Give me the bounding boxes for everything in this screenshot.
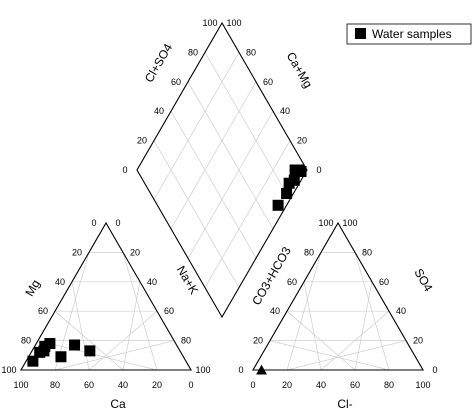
cation-point	[69, 339, 81, 351]
tick-label-ca: 20	[152, 380, 162, 390]
tick-label-co3: 0	[238, 365, 243, 375]
cation-triangle-grid-line	[122, 252, 158, 371]
axis-label-mg: Mg	[22, 277, 42, 298]
tick-label-clso4: 20	[137, 136, 147, 146]
tick-label-cl: 60	[350, 380, 360, 390]
tick-label-cl: 20	[282, 380, 292, 390]
axis-label-ca: Ca	[110, 397, 126, 411]
anion-triangle-grid-line	[354, 281, 373, 371]
anion-triangle-grid-line	[269, 340, 390, 371]
anion-triangle-grid-line	[303, 281, 322, 371]
tick-label-co3: 60	[287, 277, 297, 287]
diamond-grid-line	[204, 52, 291, 200]
anion-triangle-grid-line	[286, 340, 407, 371]
tick-label-co3: 40	[270, 306, 280, 316]
tick-label-clso4: 40	[154, 106, 164, 116]
tick-label-so4: 80	[362, 247, 372, 257]
tick-label-nak: 20	[130, 247, 140, 257]
cation-point	[84, 345, 96, 357]
tick-label-nak: 80	[181, 336, 191, 346]
axis-label-nak: Na+K	[174, 263, 201, 296]
tick-label-ca: 80	[50, 380, 60, 390]
tick-label-mg: 20	[72, 247, 82, 257]
tick-label-mg: 80	[21, 336, 31, 346]
tick-label-camg: 40	[280, 106, 290, 116]
cation-point	[55, 351, 67, 363]
tick-label-nak: 60	[164, 306, 174, 316]
tick-label-nak: 40	[147, 277, 157, 287]
cation-triangle-grid-line	[122, 281, 141, 371]
tick-label-ca: 60	[84, 380, 94, 390]
cation-triangle-grid-line	[37, 340, 158, 371]
cation-triangle-grid-line	[71, 281, 90, 371]
tick-label-camg: 0	[316, 165, 321, 175]
diamond-point	[281, 188, 293, 200]
anion-point	[256, 364, 267, 375]
anion-triangle-grid-line	[354, 252, 390, 371]
tick-label-ca: 100	[13, 380, 28, 390]
cation-triangle-frame	[20, 221, 192, 371]
axis-label-cl: Cl-	[337, 397, 352, 411]
anion-triangle-frame	[252, 221, 424, 371]
tick-label-clso4: 100	[202, 18, 217, 28]
data-points	[27, 164, 307, 375]
tick-label-ca: 40	[118, 380, 128, 390]
tick-label-cl: 0	[250, 380, 255, 390]
diamond-grid-line	[153, 140, 240, 288]
cation-point	[44, 338, 56, 350]
diamond-grid-line	[170, 81, 257, 229]
anion-triangle-grid-line	[320, 310, 390, 371]
legend-marker	[355, 28, 366, 39]
tick-label-camg: 60	[263, 77, 273, 87]
diamond-grid-line	[187, 81, 274, 229]
tick-label-clso4: 60	[171, 77, 181, 87]
diamond-point	[289, 164, 301, 176]
legend: Water samples	[346, 23, 472, 45]
grid-lines	[37, 52, 407, 371]
diamond-point	[283, 177, 295, 189]
tick-label-so4: 60	[379, 277, 389, 287]
tick-label-camg: 100	[226, 18, 241, 28]
tick-label-nak: 100	[195, 365, 210, 375]
tick-label-mg: 40	[55, 277, 65, 287]
tick-label-cl: 80	[384, 380, 394, 390]
tick-label-co3: 20	[253, 336, 263, 346]
diamond-grid-line	[204, 140, 291, 288]
tick-label-cl: 40	[316, 380, 326, 390]
diamond-grid-line	[187, 111, 274, 259]
cation-point	[27, 355, 39, 367]
cation-triangle-grid-line	[54, 340, 175, 371]
tick-label-clso4: 0	[122, 165, 127, 175]
tick-label-so4: 20	[413, 336, 423, 346]
tick-label-co3: 100	[318, 218, 333, 228]
plot-frames	[20, 21, 424, 371]
tick-label-nak: 0	[115, 218, 120, 228]
diamond-grid-line	[170, 111, 257, 259]
axis-label-camg: Ca+Mg	[284, 50, 316, 91]
legend-label: Water samples	[372, 27, 452, 41]
tick-label-cl: 100	[415, 380, 430, 390]
tick-label-mg: 60	[38, 306, 48, 316]
tick-label-camg: 80	[246, 47, 256, 57]
tick-label-clso4: 80	[188, 47, 198, 57]
tick-label-camg: 20	[297, 136, 307, 146]
tick-label-co3: 80	[304, 247, 314, 257]
axis-label-so4: SO4	[411, 266, 435, 294]
tick-label-mg: 0	[91, 218, 96, 228]
tick-label-so4: 100	[342, 218, 357, 228]
cation-triangle-grid-line	[54, 310, 124, 371]
diamond-frame	[136, 21, 308, 319]
tick-label-so4: 40	[396, 306, 406, 316]
tick-label-mg: 100	[1, 365, 16, 375]
cation-triangle-grid-line	[88, 310, 158, 371]
diamond-grid-line	[153, 52, 240, 200]
legend-box	[346, 23, 472, 45]
diamond-point	[272, 199, 284, 211]
tick-labels: 1000100802080604060406040208020010000100…	[1, 18, 437, 390]
tick-label-ca: 0	[188, 380, 193, 390]
tick-label-so4: 0	[432, 365, 437, 375]
anion-triangle-grid-line	[286, 310, 356, 371]
